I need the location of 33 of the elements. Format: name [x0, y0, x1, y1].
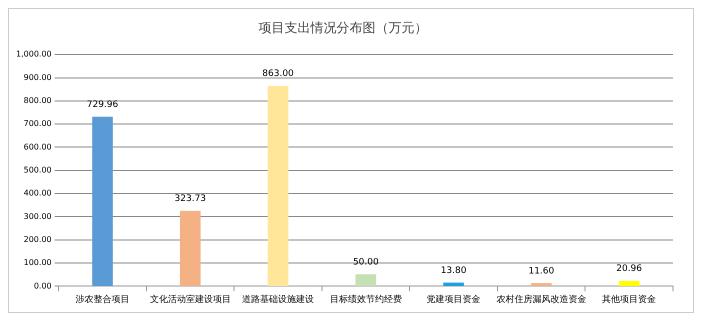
y-tick-label: 400.00 [24, 188, 52, 198]
data-label: 20.96 [616, 264, 642, 274]
y-tick-label: 600.00 [24, 142, 52, 152]
y-tick-label: 700.00 [24, 119, 52, 128]
y-tick-label: 300.00 [24, 212, 52, 221]
y-tick-label: 100.00 [24, 258, 52, 268]
x-tick-label: 涉农整合项目 [76, 294, 130, 305]
bar [355, 274, 376, 286]
y-tick-label: 500.00 [24, 165, 52, 174]
y-tick-label: 1,000.00 [16, 50, 52, 59]
bar [180, 210, 201, 286]
bar [618, 281, 640, 286]
bar [268, 86, 288, 286]
y-tick-label: 800.00 [24, 96, 52, 105]
x-tick-label: 目标绩效节约经费 [330, 294, 402, 305]
bar [92, 116, 113, 286]
x-tick-label: 农村住房漏风改造资金 [496, 294, 586, 305]
y-tick-label: 0.00 [34, 281, 52, 290]
data-label: 323.73 [174, 194, 206, 204]
x-tick-label: 其他项目资金 [602, 294, 656, 305]
data-label: 13.80 [440, 266, 467, 276]
data-label: 729.96 [86, 100, 119, 110]
y-tick-label: 200.00 [24, 234, 52, 244]
data-label: 863.00 [262, 69, 294, 80]
bar [443, 282, 464, 286]
x-tick-label: 党建项目资金 [426, 294, 481, 305]
data-label: 50.00 [352, 257, 379, 268]
y-tick-label: 900.00 [24, 72, 52, 82]
x-tick-label: 文化活动室建设项目 [150, 294, 231, 305]
x-tick-label: 道路基础设施建设 [242, 294, 314, 305]
chart-title: 项目支出情况分布图（万元） [258, 21, 428, 36]
data-label: 11.60 [528, 266, 555, 276]
bar [531, 283, 552, 286]
